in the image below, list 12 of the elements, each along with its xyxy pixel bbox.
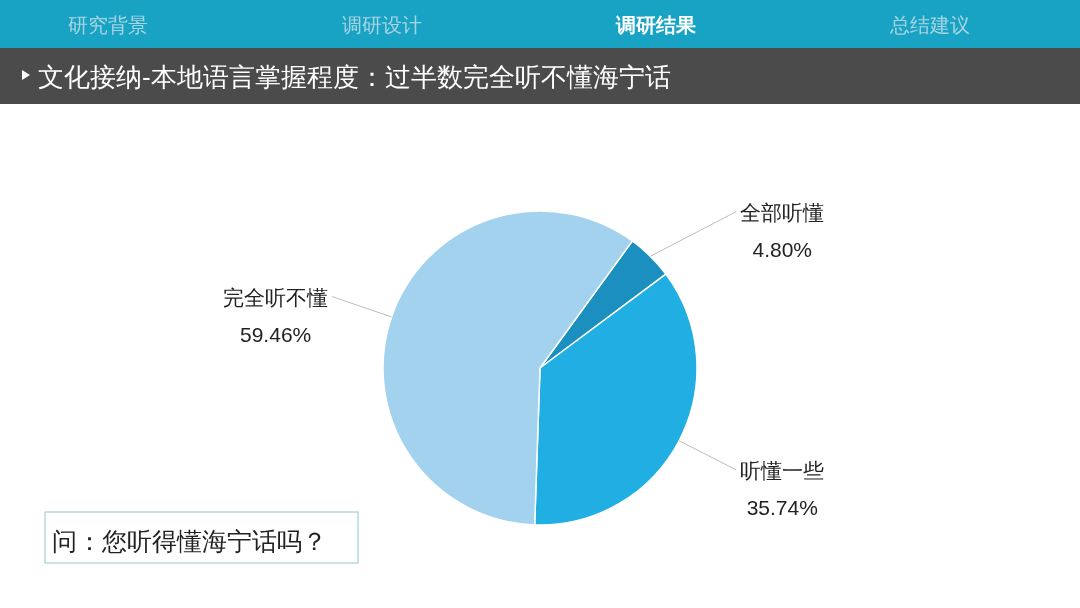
text: 总结建议 xyxy=(889,14,970,36)
data-label: 35.74% xyxy=(746,495,818,519)
slice-label: 完全听不懂 xyxy=(223,285,329,309)
slice-label: 全部听懂 xyxy=(740,200,825,224)
chart-title: 文化接纳-本地语言掌握程度：过半数完全听不懂海宁话 xyxy=(38,62,671,92)
slice-label: 听懂一些 xyxy=(740,458,825,482)
data-label: 4.80% xyxy=(752,237,813,261)
text: 研究背景 xyxy=(68,14,148,36)
text: 调研设计 xyxy=(342,14,422,36)
data-label: 59.46% xyxy=(240,322,312,346)
text: 问：您听得懂海宁话吗？ xyxy=(52,527,327,555)
text: 调研结果 xyxy=(615,14,697,36)
